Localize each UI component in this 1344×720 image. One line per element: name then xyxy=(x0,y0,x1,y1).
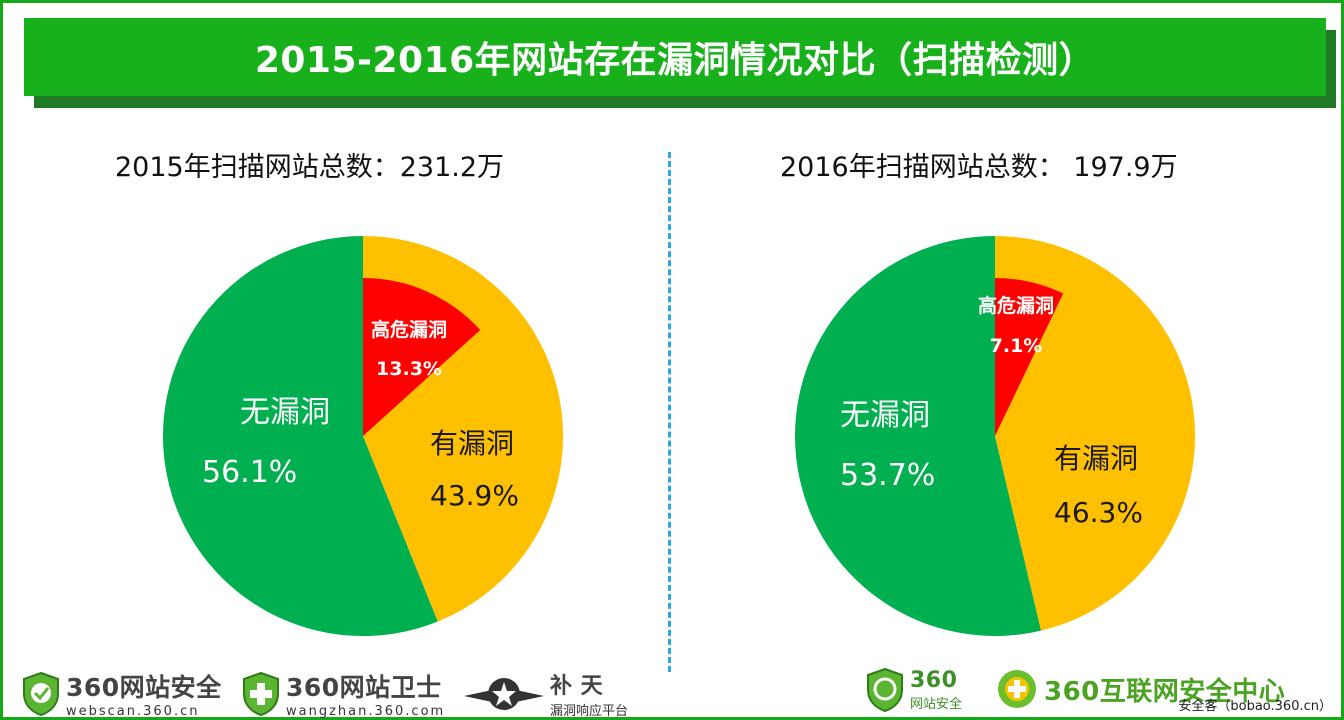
shield-plus-icon xyxy=(243,671,279,716)
slice-no-vuln xyxy=(795,236,1042,636)
label-has-vuln: 有漏洞 xyxy=(1054,442,1138,475)
label-has-vuln: 有漏洞 xyxy=(430,427,514,460)
source-credit: 安全客（bobao.360.cn） xyxy=(1178,699,1332,714)
logo-360-webscan: 360网站安全 webscan.360.cn xyxy=(22,668,222,719)
logo-360-webscan-name: 360网站安全 xyxy=(66,673,222,702)
logo-360-site-security-sub: 网站安全 xyxy=(910,697,963,712)
logo-360-internet-security-center: 360互联网安全中心 xyxy=(996,668,1285,710)
logo-360-wangzhan-url: wangzhan.360.com xyxy=(286,704,446,719)
title-banner: 2015-2016年网站存在漏洞情况对比（扫描检测） xyxy=(24,18,1326,96)
value-no-vuln: 56.1% xyxy=(202,455,297,490)
value-has-vuln: 43.9% xyxy=(430,479,519,512)
value-has-vuln: 46.3% xyxy=(1054,496,1143,529)
360-circle-icon xyxy=(998,670,1036,708)
chart-2015-title: 2015年扫描网站总数：231.2万 xyxy=(115,152,505,183)
chart-2016-title: 2016年扫描网站总数： 197.9万 xyxy=(780,152,1178,183)
shield-check-icon xyxy=(23,671,59,716)
slice-has-vuln xyxy=(995,236,1196,631)
logo-360-site-security: 360 网站安全 xyxy=(866,668,962,712)
value-high-risk: 13.3% xyxy=(376,358,442,380)
value-no-vuln: 53.7% xyxy=(840,458,935,493)
logo-butian: 补 天 漏洞响应平台 xyxy=(462,668,628,719)
logo-butian-sub: 漏洞响应平台 xyxy=(550,704,629,719)
slice-high-risk xyxy=(995,278,1064,436)
logo-butian-name: 补 天 xyxy=(550,674,604,699)
label-high-risk: 高危漏洞 xyxy=(978,294,1054,317)
label-no-vuln: 无漏洞 xyxy=(240,395,330,430)
shield-globe-icon xyxy=(867,668,903,712)
slice-high-risk xyxy=(363,278,481,436)
label-high-risk: 高危漏洞 xyxy=(371,318,447,341)
logo-360-wangzhan: 360网站卫士 wangzhan.360.com xyxy=(242,668,445,719)
logo-360-webscan-url: webscan.360.cn xyxy=(66,704,200,719)
label-no-vuln: 无漏洞 xyxy=(840,398,930,433)
pie-chart-2015: 无漏洞 56.1% 有漏洞 43.9% 高危漏洞 13.3% xyxy=(163,236,564,636)
logo-360-site-security-name: 360 xyxy=(910,668,958,693)
star-wings-icon xyxy=(464,677,544,710)
dashed-divider xyxy=(668,152,671,672)
pie-chart-2016: 无漏洞 53.7% 有漏洞 46.3% 高危漏洞 7.1% xyxy=(795,236,1196,636)
value-high-risk: 7.1% xyxy=(990,335,1043,357)
slice-no-vuln xyxy=(163,236,438,636)
logo-360-internet-security-center-name: 360互联网安全中心 xyxy=(1044,676,1286,707)
logo-360-wangzhan-name: 360网站卫士 xyxy=(286,673,442,702)
page-title: 2015-2016年网站存在漏洞情况对比（扫描检测） xyxy=(254,40,1096,81)
